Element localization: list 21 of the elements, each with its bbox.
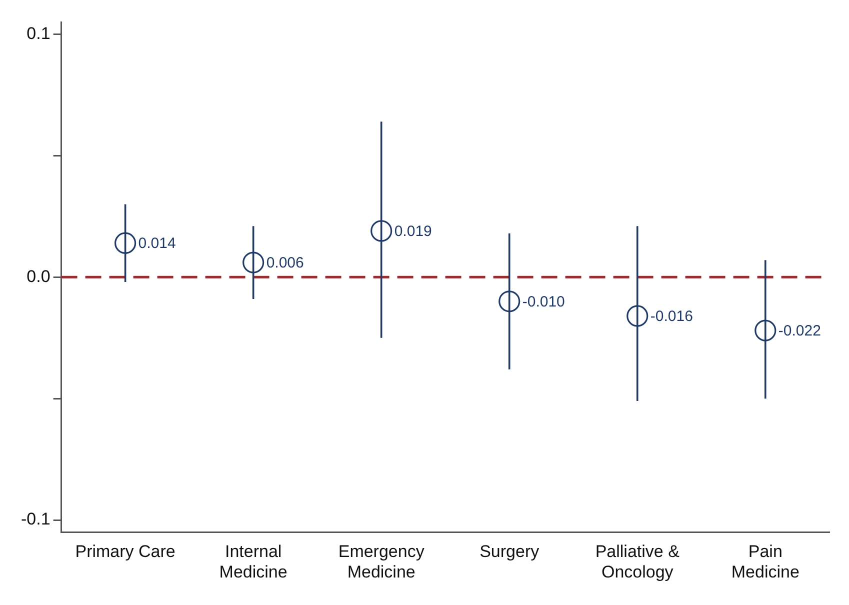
data-label: 0.014 xyxy=(138,235,176,252)
point xyxy=(114,232,136,254)
x-tick-label: Palliative & Oncology xyxy=(595,542,680,582)
y-tick-label: 0.0 xyxy=(26,266,50,286)
x-tick-label: Primary Care xyxy=(75,542,176,562)
x-tick-label: Pain Medicine xyxy=(731,542,800,582)
y-tick-label: -0.1 xyxy=(20,510,50,529)
data-label: 0.019 xyxy=(394,223,432,240)
point xyxy=(754,320,776,342)
point xyxy=(370,220,392,242)
y-tick-label: 0.1 xyxy=(26,24,50,43)
x-tick-label: Internal Medicine xyxy=(219,542,288,582)
x-tick-label: Emergency Medicine xyxy=(338,542,425,582)
data-label: -0.022 xyxy=(778,322,821,340)
data-label: 0.006 xyxy=(266,254,304,272)
point xyxy=(242,252,264,274)
data-label: -0.016 xyxy=(650,308,693,326)
x-tick-label: Surgery xyxy=(480,542,540,562)
data-label: -0.010 xyxy=(522,294,565,311)
point xyxy=(498,290,520,312)
point xyxy=(626,305,648,327)
